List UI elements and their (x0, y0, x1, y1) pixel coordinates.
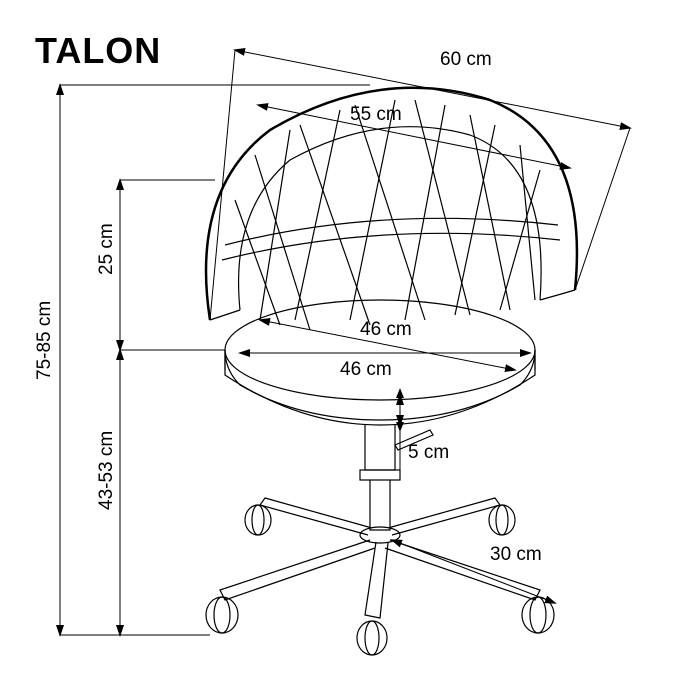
dim-width-inner: 55 cm (258, 104, 570, 168)
dim-cushion: 5 cm (396, 388, 449, 475)
label-seat-height: 43-53 cm (96, 431, 117, 510)
label-base-radius: 30 cm (490, 544, 542, 565)
technical-drawing: 60 cm 55 cm 46 cm 46 cm 5 cm 25 cm 43-53… (0, 0, 700, 700)
label-seat-dia-a: 46 cm (360, 319, 412, 340)
label-cushion: 5 cm (408, 442, 449, 463)
label-seat-dia-b: 46 cm (340, 359, 392, 380)
label-total-height: 75-85 cm (34, 301, 55, 380)
dim-seat-dia-b: 46 cm (240, 353, 530, 380)
label-backrest-h: 25 cm (96, 223, 117, 275)
label-width-inner: 55 cm (350, 104, 402, 125)
dim-base-radius: 30 cm (392, 540, 555, 603)
dim-seat-height: 43-53 cm (60, 350, 210, 635)
label-width-outer: 60 cm (440, 49, 492, 70)
dim-total-height: 75-85 cm (34, 85, 370, 635)
